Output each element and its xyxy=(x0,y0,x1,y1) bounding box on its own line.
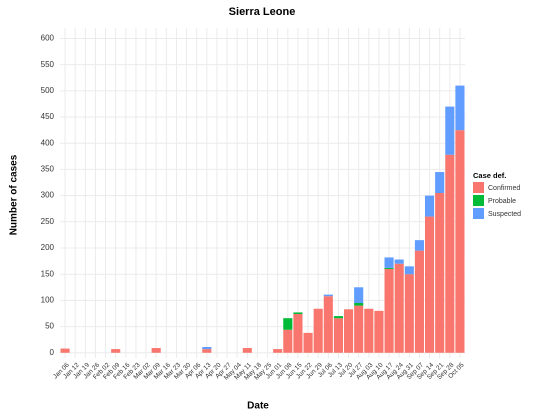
bar-segment xyxy=(293,314,303,353)
bar-segment xyxy=(313,308,323,353)
bar-segment xyxy=(435,172,445,193)
x-axis-label: Date xyxy=(247,401,269,412)
legend-label: Suspected xyxy=(488,211,521,218)
y-tick-label: 100 xyxy=(41,295,55,304)
bar-segment xyxy=(384,268,394,353)
legend-swatch xyxy=(473,208,484,219)
bar-segment xyxy=(414,250,424,353)
bar-segment xyxy=(404,274,414,353)
y-tick-label: 250 xyxy=(41,217,55,226)
y-tick-label: 150 xyxy=(41,269,55,278)
y-tick-label: 300 xyxy=(41,191,55,200)
chart-title: Sierra Leone xyxy=(229,6,296,18)
bar-segment xyxy=(333,318,343,353)
legend-label: Probable xyxy=(488,198,516,205)
y-tick-label: 200 xyxy=(41,243,55,252)
bar-segment xyxy=(425,216,435,353)
y-tick-label: 50 xyxy=(45,322,54,331)
legend-swatch xyxy=(473,182,484,193)
bar-segment xyxy=(445,106,455,155)
bar-segment xyxy=(323,296,333,353)
bar-segment xyxy=(60,348,70,353)
bar-segment xyxy=(455,130,465,353)
bar-segment xyxy=(303,332,313,353)
bar-segment xyxy=(202,349,212,353)
y-axis-label: Number of cases xyxy=(9,154,20,235)
bar-segment xyxy=(151,348,161,353)
bar-segment xyxy=(323,294,333,297)
bar-segment xyxy=(354,305,364,353)
y-tick-label: 550 xyxy=(41,60,55,69)
bar-segment xyxy=(283,329,293,353)
bar-segment xyxy=(293,312,303,314)
bar-segment xyxy=(374,310,384,353)
bar-segment xyxy=(435,193,445,353)
bar-segment xyxy=(202,347,212,350)
bar-segment xyxy=(445,154,455,353)
bar-segment xyxy=(394,259,404,264)
y-tick-label: 450 xyxy=(41,112,55,121)
legend-swatch xyxy=(473,195,484,206)
y-tick-label: 500 xyxy=(41,86,55,95)
bar-segment xyxy=(394,263,404,353)
y-tick-label: 0 xyxy=(50,348,55,357)
y-tick-label: 350 xyxy=(41,165,55,174)
bar-segment xyxy=(404,266,414,275)
bar-segment xyxy=(384,267,394,269)
bar-segment xyxy=(283,318,293,330)
bar-segment xyxy=(354,287,364,303)
legend-label: Confirmed xyxy=(488,185,520,192)
bar-segment xyxy=(273,349,283,353)
bar-segment xyxy=(242,348,252,353)
bar-segment xyxy=(364,308,374,353)
bar-segment xyxy=(425,195,435,217)
y-tick-label: 400 xyxy=(41,138,55,147)
bar-segment xyxy=(111,349,121,353)
y-tick-label: 600 xyxy=(41,34,55,43)
bar-segment xyxy=(414,240,424,251)
bar-segment xyxy=(384,257,394,268)
bar-segment xyxy=(344,309,354,353)
bar-segment xyxy=(455,85,465,131)
bar-segment xyxy=(354,303,364,306)
legend-title: Case def. xyxy=(473,171,506,180)
bar-segment xyxy=(333,316,343,319)
